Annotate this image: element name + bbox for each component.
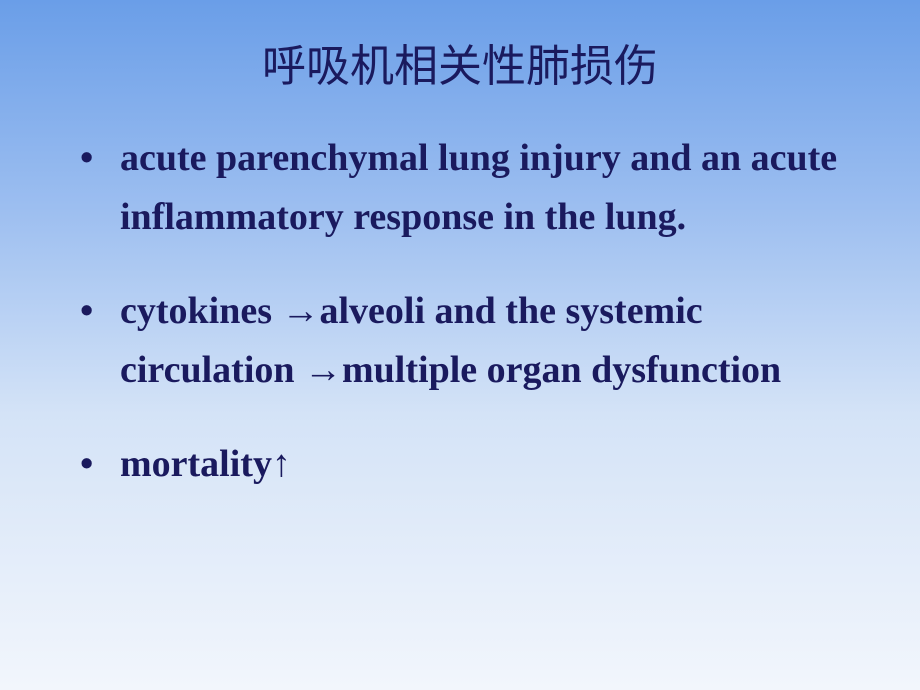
bullet-item: cytokines →alveoli and the systemic circ… (80, 282, 860, 400)
bullet-list: acute parenchymal lung injury and an acu… (60, 129, 860, 493)
bullet-item: mortality↑ (80, 435, 860, 494)
bullet-item: acute parenchymal lung injury and an acu… (80, 129, 860, 247)
slide-title: 呼吸机相关性肺损伤 (60, 30, 860, 94)
slide-container: 呼吸机相关性肺损伤 acute parenchymal lung injury … (0, 0, 920, 690)
